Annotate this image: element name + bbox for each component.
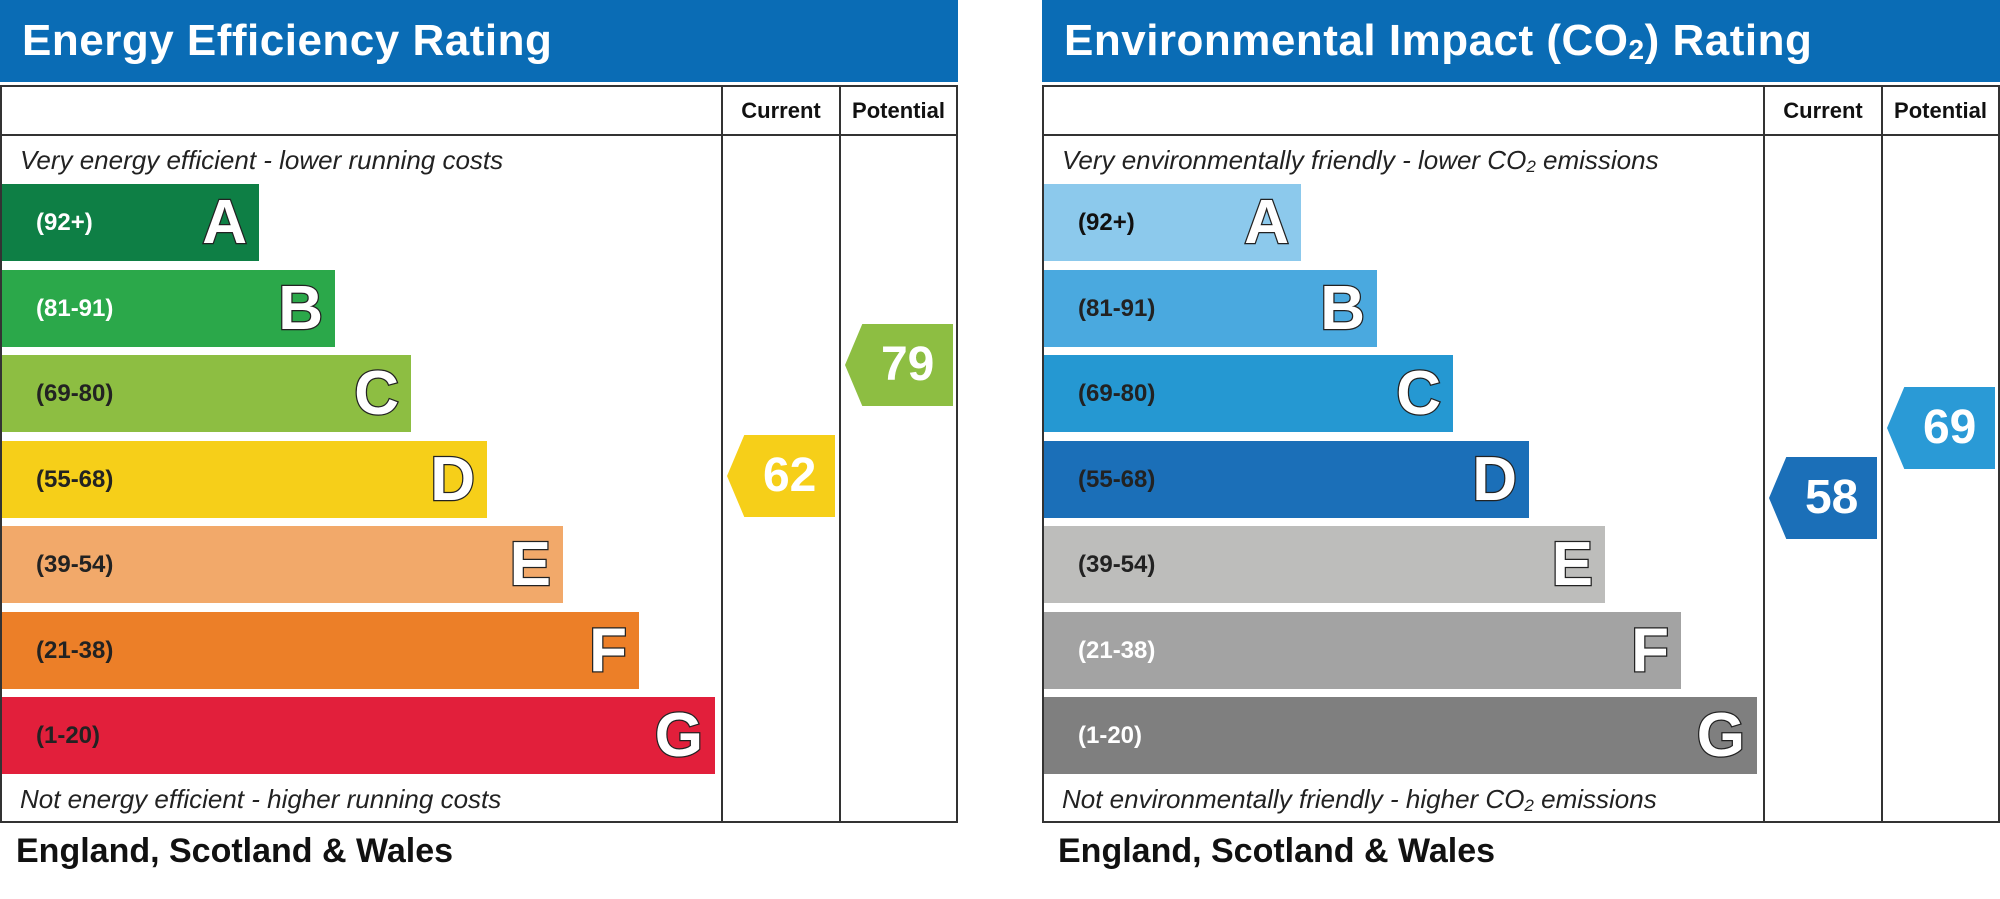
potential-column-header: Potential: [1894, 98, 1987, 123]
band-letter: F: [1630, 614, 1670, 686]
bottom-caption: Not environmentally friendly - higher CO…: [1062, 784, 1657, 815]
band-d: (55-68) D: [1044, 440, 1529, 518]
band-f: (21-38) F: [2, 611, 639, 689]
column-divider: [839, 85, 841, 823]
current-rating-marker: 62: [727, 435, 835, 517]
band-range-label: (39-54): [36, 551, 114, 578]
band-letter: B: [1319, 272, 1366, 344]
band-letter: D: [1471, 443, 1518, 515]
region-footer: England, Scotland & Wales: [1058, 832, 1496, 870]
band-c: (69-80) C: [1044, 355, 1453, 432]
band-range-label: (81-91): [36, 294, 114, 322]
header-divider: [1042, 134, 2000, 136]
band-a: (92+) A: [2, 184, 259, 261]
potential-marker-shape: [845, 324, 953, 406]
current-column-header: Current: [1783, 98, 1863, 123]
band-a: (92+) A: [1044, 184, 1301, 261]
band-range-label: (55-68): [36, 465, 114, 493]
band-e: (39-54) E: [1044, 526, 1605, 603]
band-letter: G: [1696, 700, 1747, 772]
potential-column-header: Potential: [852, 98, 945, 123]
band-letter: B: [277, 272, 324, 344]
band-letter: A: [1243, 187, 1290, 259]
potential-rating-value: 69: [1922, 401, 1977, 454]
top-caption: Very environmentally friendly - lower CO…: [1062, 145, 1659, 176]
band-letter: C: [1395, 358, 1442, 430]
band-f: (21-38) F: [1044, 611, 1681, 689]
band-d: (55-68) D: [2, 440, 487, 518]
band-letter: F: [588, 614, 628, 686]
band-letter: G: [654, 700, 705, 772]
band-range-label: (39-54): [1078, 551, 1156, 578]
column-divider: [1763, 85, 1765, 823]
band-range-label: (55-68): [1078, 465, 1156, 493]
column-divider: [1881, 85, 1883, 823]
band-letter: D: [429, 443, 476, 515]
chart-title: Energy Efficiency Rating: [0, 0, 958, 82]
bottom-caption: Not energy efficient - higher running co…: [20, 784, 502, 814]
band-range-label: (1-20): [1078, 722, 1143, 749]
band-range-label: (92+): [1078, 209, 1135, 236]
band-letter: C: [353, 358, 400, 430]
band-g: (1-20) G: [2, 697, 715, 774]
current-rating-value: 62: [762, 449, 817, 502]
current-column-header: Current: [741, 98, 821, 123]
band-range-label: (81-91): [1078, 294, 1156, 322]
band-letter: E: [1550, 529, 1594, 601]
band-c: (69-80) C: [2, 355, 411, 432]
potential-rating-marker: 69: [1887, 387, 1995, 469]
potential-rating-value: 79: [880, 338, 935, 391]
potential-rating-marker: 79: [845, 324, 953, 406]
band-range-label: (21-38): [1078, 636, 1156, 664]
band-range-label: (21-38): [36, 636, 114, 664]
band-g: (1-20) G: [1044, 697, 1757, 774]
chart-title: Environmental Impact (CO2) Rating: [1042, 0, 2000, 82]
current-marker-shape: [1769, 457, 1877, 539]
current-rating-marker: 58: [1769, 457, 1877, 539]
band-range-label: (92+): [36, 209, 93, 236]
band-letter: E: [508, 529, 552, 601]
band-b: (81-91) B: [2, 269, 335, 347]
top-caption: Very energy efficient - lower running co…: [20, 145, 504, 175]
band-b: (81-91) B: [1044, 269, 1377, 347]
header-divider: [0, 134, 958, 136]
band-range-label: (1-20): [36, 722, 101, 749]
band-letter: A: [201, 187, 248, 259]
current-rating-value: 58: [1804, 471, 1859, 524]
current-marker-shape: [727, 435, 835, 517]
column-divider: [721, 85, 723, 823]
band-range-label: (69-80): [36, 380, 114, 407]
band-e: (39-54) E: [2, 526, 563, 603]
region-footer: England, Scotland & Wales: [16, 832, 454, 870]
band-range-label: (69-80): [1078, 380, 1156, 407]
potential-marker-shape: [1887, 387, 1995, 469]
